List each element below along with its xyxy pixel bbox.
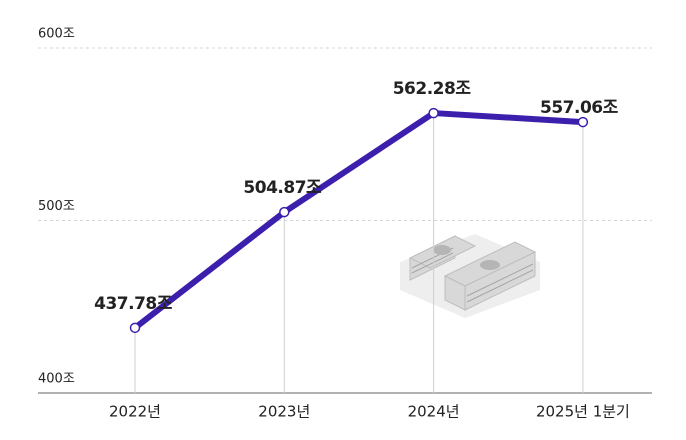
data-point — [428, 107, 439, 119]
x-tick-label: 2024년 — [408, 403, 460, 421]
value-label: 504.87조 — [243, 178, 322, 198]
data-point — [577, 116, 589, 128]
value-label: 437.78조 — [94, 294, 173, 314]
value-label: 557.06조 — [540, 98, 619, 118]
x-tick-label: 2025년 1분기 — [536, 403, 630, 421]
data-line — [132, 110, 586, 331]
data-point — [129, 322, 141, 334]
money-icon — [400, 234, 540, 318]
x-tick-label: 2023년 — [258, 403, 310, 421]
x-tick-label: 2022년 — [109, 403, 161, 421]
y-tick-label: 500조 — [38, 199, 75, 214]
data-point — [279, 206, 290, 218]
value-label: 562.28조 — [393, 79, 472, 99]
y-tick-label: 600조 — [38, 27, 75, 42]
y-tick-label: 400조 — [38, 372, 75, 387]
